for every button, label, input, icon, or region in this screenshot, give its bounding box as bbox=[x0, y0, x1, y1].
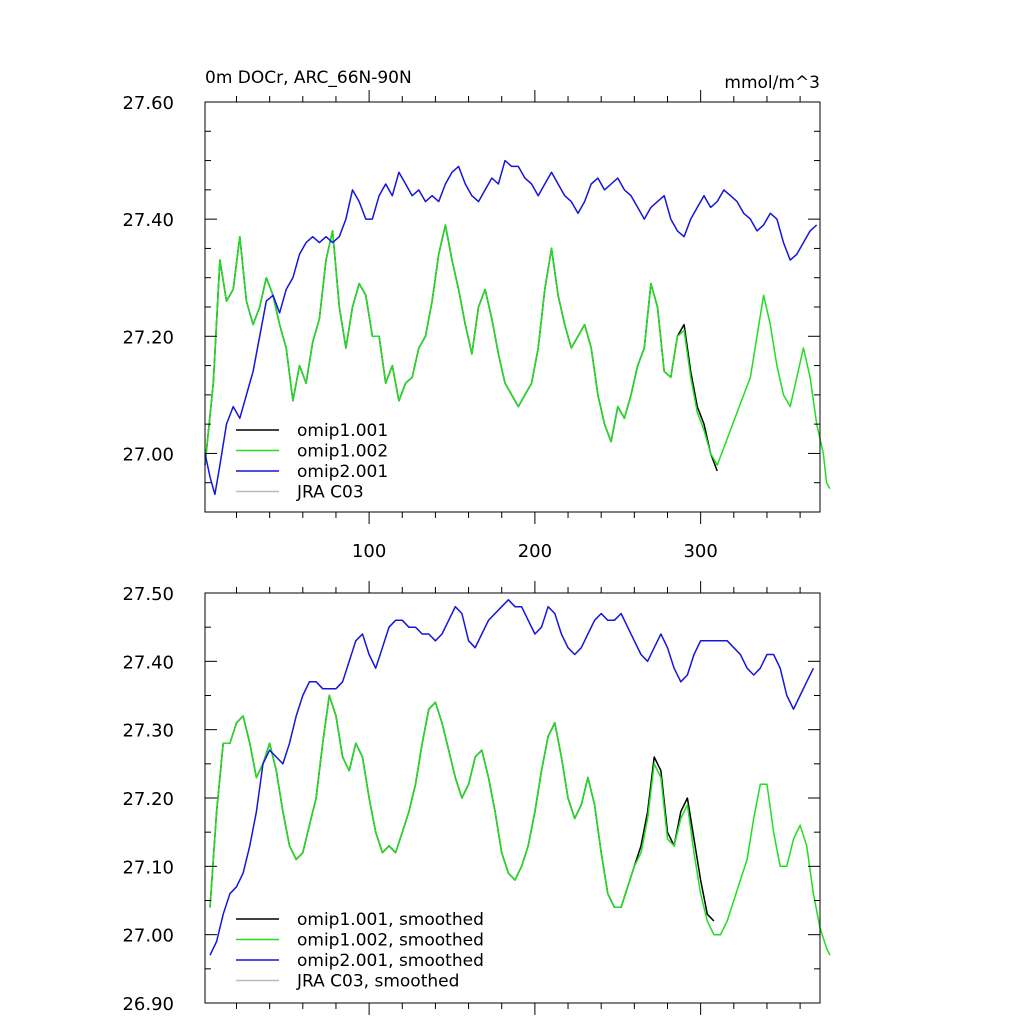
bottom-plot-frame bbox=[204, 592, 821, 1004]
legend-label: omip2.001, smoothed bbox=[297, 951, 484, 971]
y-tick-label: 27.40 bbox=[122, 210, 174, 231]
y-tick-label: 27.60 bbox=[122, 93, 174, 114]
y-tick-label: 27.00 bbox=[122, 926, 174, 947]
legend-label: JRA C03 bbox=[296, 483, 364, 503]
y-tick-label: 27.40 bbox=[122, 652, 174, 673]
y-tick-label: 27.20 bbox=[122, 789, 174, 810]
y-tick-label: 27.50 bbox=[122, 584, 174, 605]
top-plot-frame bbox=[204, 101, 821, 513]
legend-label: omip1.002 bbox=[297, 442, 388, 462]
x-tick-label: 200 bbox=[518, 541, 552, 562]
series-line-omip1-001 bbox=[204, 224, 718, 472]
y-tick-label: 27.10 bbox=[122, 857, 174, 878]
series-line-omip2-001 bbox=[204, 159, 818, 496]
top-series-layer bbox=[204, 159, 831, 496]
top-panel: 0m DOCr, ARC_66N-90N mmol/m^3 27.60 27.40… bbox=[122, 68, 831, 562]
bottom-series-layer bbox=[209, 599, 831, 956]
legend-label: omip2.001 bbox=[297, 462, 388, 482]
bottom-panel: 27.50 27.40 27.30 27.20 27.10 27.00 26.90 omip… bbox=[122, 581, 831, 1015]
legend-label: omip1.002, smoothed bbox=[297, 931, 484, 951]
y-tick-label: 27.30 bbox=[122, 721, 174, 742]
units-label: mmol/m^3 bbox=[724, 73, 820, 93]
x-tick-label: 300 bbox=[683, 541, 717, 562]
series-line-omip1-002-smoothed bbox=[209, 694, 831, 956]
y-tick-label: 27.20 bbox=[122, 327, 174, 348]
legend-label: omip1.001, smoothed bbox=[297, 910, 484, 930]
legend-label: omip1.001 bbox=[297, 421, 388, 441]
legend-label: JRA C03, smoothed bbox=[296, 972, 459, 992]
series-line-omip1-001-smoothed bbox=[209, 694, 715, 922]
y-tick-label: 26.90 bbox=[122, 994, 174, 1015]
y-tick-label: 27.00 bbox=[122, 444, 174, 465]
x-tick-label: 100 bbox=[352, 541, 386, 562]
top-axis-layer: 27.60 27.40 27.20 27.00 100 200 300 bbox=[122, 90, 820, 562]
chart-title: 0m DOCr, ARC_66N-90N bbox=[205, 68, 412, 88]
series-line-omip2-001-smoothed bbox=[209, 599, 815, 956]
series-line-omip1-002 bbox=[204, 224, 831, 489]
bottom-axis-layer: 27.50 27.40 27.30 27.20 27.10 27.00 26.90 bbox=[122, 581, 820, 1015]
